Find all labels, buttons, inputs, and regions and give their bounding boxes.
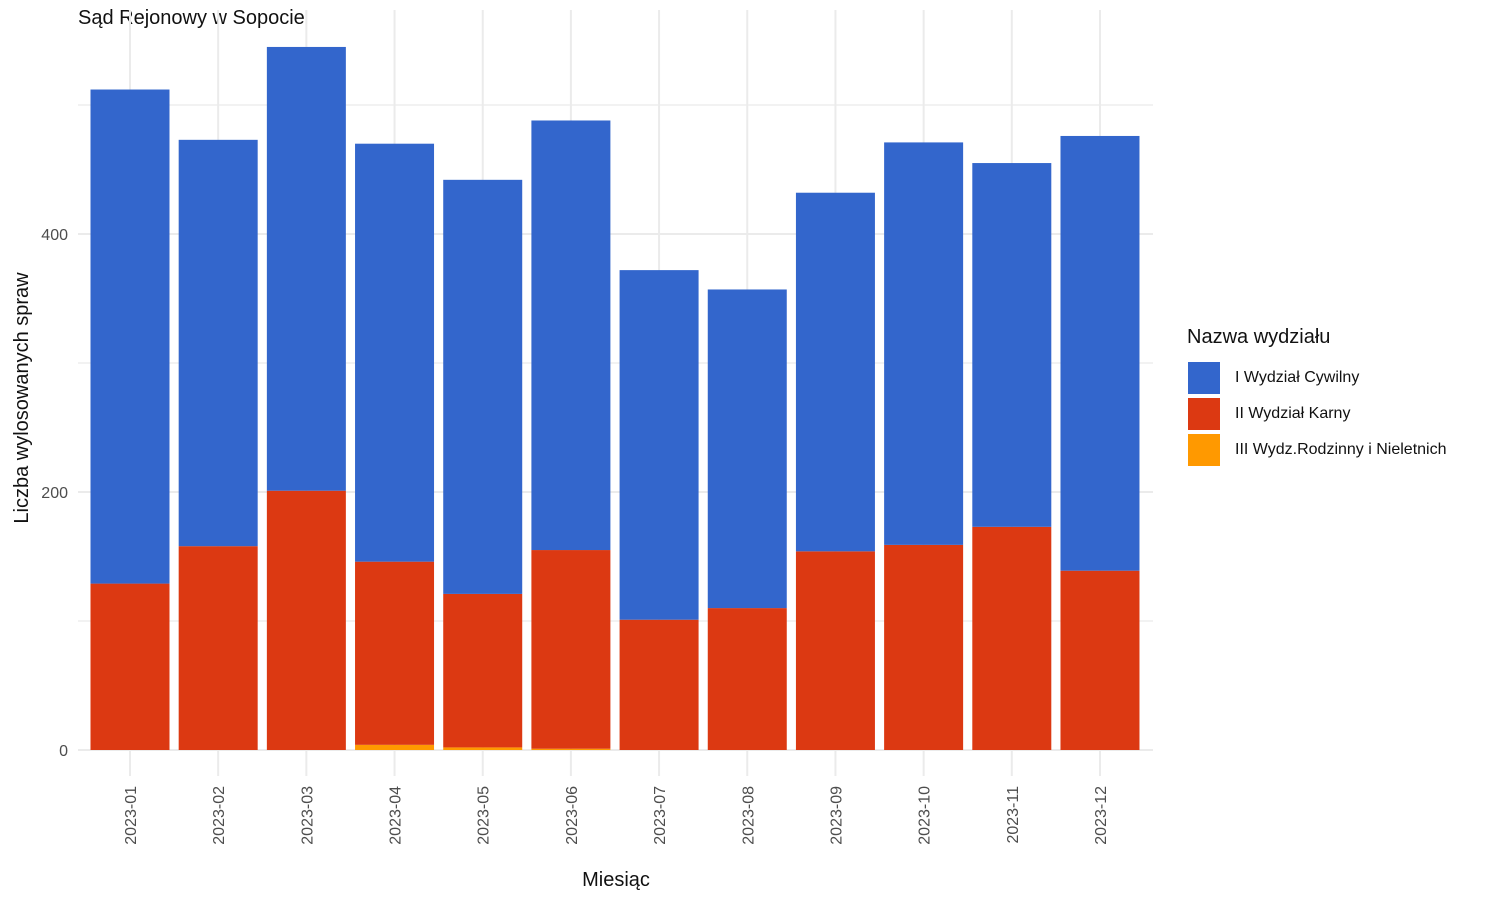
bar-segment: [90, 583, 170, 750]
bar-segment: [1060, 570, 1140, 750]
legend-label: II Wydział Karny: [1235, 405, 1351, 422]
bar-segment: [355, 744, 435, 750]
x-tick-label: 2023-06: [564, 786, 581, 845]
legend-item: II Wydział Karny: [1187, 396, 1447, 432]
legend-label: III Wydz.Rodzinny i Nieletnich: [1235, 441, 1447, 458]
legend-label: I Wydział Cywilny: [1235, 369, 1360, 386]
chart-title: Sąd Rejonowy w Sopocie: [78, 7, 305, 29]
bar-segment: [884, 544, 964, 750]
x-tick-label: 2023-05: [476, 786, 493, 845]
x-tick-label: 2023-10: [917, 786, 934, 845]
y-tick-label: 0: [59, 743, 68, 760]
bar-segment: [972, 526, 1052, 750]
legend-item: I Wydział Cywilny: [1187, 360, 1447, 396]
bar-segment: [443, 747, 523, 750]
legend-swatch: [1187, 433, 1221, 467]
x-axis-label: Miesiąc: [582, 869, 650, 891]
x-tick-label: 2023-09: [828, 786, 845, 845]
x-tick-label: 2023-11: [1005, 786, 1022, 844]
bar-segment: [266, 46, 346, 491]
x-tick-label: 2023-08: [740, 786, 757, 845]
x-tick-label: 2023-07: [652, 786, 669, 845]
bars: [90, 46, 1140, 750]
legend: Nazwa wydziału I Wydział Cywilny II Wydzi…: [1187, 326, 1447, 468]
legend-swatch: [1187, 361, 1221, 395]
bar-segment: [531, 550, 611, 749]
bar-segment: [1060, 135, 1140, 571]
bar-segment: [795, 551, 875, 750]
legend-items: I Wydział Cywilny II Wydział Karny III Wyd…: [1187, 360, 1447, 468]
bar-segment: [178, 546, 258, 750]
y-tick-label: 200: [41, 485, 68, 502]
bar-segment: [355, 561, 435, 745]
bar-segment: [619, 619, 699, 750]
bar-segment: [443, 179, 523, 594]
x-tick-label: 2023-01: [123, 786, 140, 845]
bar-segment: [884, 142, 964, 545]
x-tick-label: 2023-03: [299, 786, 316, 845]
y-axis-ticks: 0 200 400: [41, 227, 68, 760]
legend-title: Nazwa wydziału: [1187, 326, 1331, 348]
x-tick-label: 2023-12: [1093, 786, 1110, 845]
bar-segment: [707, 608, 787, 750]
bar-segment: [266, 490, 346, 750]
x-axis-ticks: 2023-01 2023-02 2023-03 2023-04 2023-05 2023-…: [123, 786, 1110, 845]
x-tick-label: 2023-02: [211, 786, 228, 845]
y-axis-label: Liczba wylosowanych spraw: [11, 272, 33, 524]
bar-segment: [619, 270, 699, 620]
bar-segment: [178, 139, 258, 547]
legend-item: III Wydz.Rodzinny i Nieletnich: [1187, 432, 1447, 468]
bar-segment: [443, 593, 523, 748]
bar-segment: [707, 289, 787, 609]
y-tick-label: 400: [41, 227, 68, 244]
bar-segment: [795, 192, 875, 552]
bar-segment: [355, 143, 435, 562]
bar-segment: [531, 748, 611, 750]
bar-segment: [90, 89, 170, 584]
bar-segment: [972, 163, 1052, 527]
bar-segment: [531, 120, 611, 551]
x-tick-label: 2023-04: [388, 786, 405, 845]
legend-swatch: [1187, 397, 1221, 431]
